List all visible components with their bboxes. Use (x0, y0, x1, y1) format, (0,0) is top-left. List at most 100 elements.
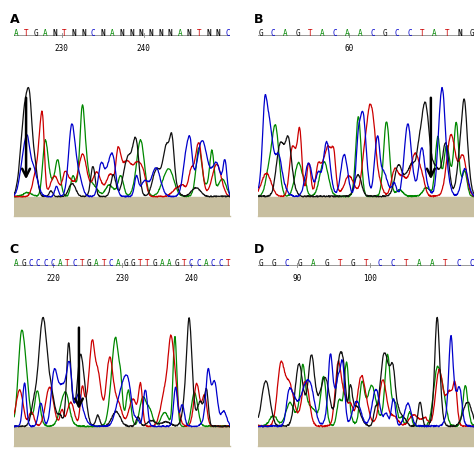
Text: T: T (182, 259, 186, 268)
Text: A: A (167, 259, 172, 268)
Text: A: A (110, 29, 115, 38)
Text: T: T (226, 259, 230, 268)
Text: G: G (174, 259, 179, 268)
Text: T: T (308, 29, 312, 38)
Bar (14, 197, 230, 216)
Text: T: T (445, 29, 449, 38)
Text: G: G (295, 29, 300, 38)
Text: A: A (311, 259, 316, 268)
Text: A: A (417, 259, 421, 268)
Text: A: A (177, 29, 182, 38)
Text: T: T (420, 29, 424, 38)
Text: N: N (187, 29, 191, 38)
Text: A: A (160, 259, 164, 268)
Text: 230: 230 (55, 44, 69, 53)
Bar (14, 427, 230, 446)
Text: C: C (333, 29, 337, 38)
Text: G: G (351, 259, 356, 268)
Text: T: T (65, 259, 70, 268)
Text: A: A (283, 29, 288, 38)
Text: G: G (131, 259, 135, 268)
Text: G: G (298, 259, 302, 268)
Text: A: A (14, 259, 18, 268)
Text: T: T (443, 259, 448, 268)
Text: G: G (123, 259, 128, 268)
Text: C: C (109, 259, 113, 268)
Text: G: G (33, 29, 38, 38)
Text: T: T (403, 259, 408, 268)
Text: A: A (9, 13, 19, 26)
Text: C: C (28, 259, 33, 268)
Text: C: C (218, 259, 223, 268)
Text: 230: 230 (115, 273, 129, 283)
Text: C: C (470, 259, 474, 268)
Text: C: C (51, 259, 55, 268)
Text: A: A (430, 259, 435, 268)
Text: T: T (145, 259, 150, 268)
Text: N: N (148, 29, 153, 38)
Text: T: T (364, 259, 368, 268)
Text: G: G (383, 29, 387, 38)
Text: A: A (358, 29, 362, 38)
Text: A: A (345, 29, 350, 38)
Text: T: T (138, 259, 143, 268)
Text: A: A (320, 29, 325, 38)
Text: A: A (43, 29, 47, 38)
Text: N: N (206, 29, 211, 38)
Text: 220: 220 (46, 273, 60, 283)
Text: C: C (271, 29, 275, 38)
Text: C: C (73, 259, 77, 268)
Text: C: C (395, 29, 400, 38)
Text: C: C (370, 29, 374, 38)
Text: G: G (324, 259, 329, 268)
Text: C: C (226, 29, 230, 38)
Text: A: A (203, 259, 208, 268)
Text: C: C (9, 243, 18, 256)
Text: C: C (36, 259, 41, 268)
Text: N: N (216, 29, 220, 38)
Text: G: G (470, 29, 474, 38)
Text: A: A (94, 259, 99, 268)
Text: A: A (58, 259, 63, 268)
Text: C: C (43, 259, 48, 268)
Bar (258, 427, 474, 446)
Text: B: B (254, 13, 263, 26)
Text: N: N (82, 29, 86, 38)
Text: N: N (129, 29, 134, 38)
Text: C: C (211, 259, 216, 268)
Text: T: T (197, 29, 201, 38)
Text: T: T (101, 259, 106, 268)
Text: G: G (258, 259, 263, 268)
Text: C: C (284, 259, 289, 268)
Text: D: D (254, 243, 264, 256)
Text: N: N (100, 29, 105, 38)
Text: N: N (120, 29, 124, 38)
Text: G: G (272, 259, 276, 268)
Text: T: T (62, 29, 67, 38)
Text: C: C (189, 259, 193, 268)
Text: N: N (158, 29, 163, 38)
Text: G: G (153, 259, 157, 268)
Text: N: N (53, 29, 57, 38)
Text: N: N (72, 29, 76, 38)
Text: N: N (168, 29, 173, 38)
Text: N: N (139, 29, 144, 38)
Text: C: C (390, 259, 395, 268)
Text: 60: 60 (344, 44, 354, 53)
Text: 100: 100 (364, 273, 377, 283)
Text: G: G (21, 259, 26, 268)
Text: 240: 240 (184, 273, 198, 283)
Text: C: C (91, 29, 96, 38)
Text: G: G (87, 259, 91, 268)
Text: A: A (432, 29, 437, 38)
Text: C: C (377, 259, 382, 268)
Text: 240: 240 (137, 44, 151, 53)
Text: C: C (407, 29, 412, 38)
Text: A: A (116, 259, 121, 268)
Text: A: A (14, 29, 18, 38)
Text: C: C (456, 259, 461, 268)
Text: T: T (80, 259, 84, 268)
Text: T: T (337, 259, 342, 268)
Text: T: T (24, 29, 28, 38)
Text: C: C (196, 259, 201, 268)
